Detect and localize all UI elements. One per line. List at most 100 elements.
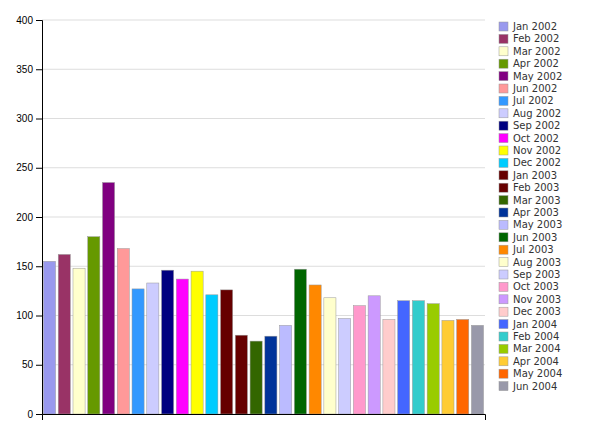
y-axis-line [36,21,43,415]
legend-label: Feb 2003 [513,182,559,193]
legend-swatch [499,332,508,341]
legend-item: Apr 2003 [499,207,559,218]
legend-swatch [499,208,508,217]
legend-item: Jun 2003 [499,232,557,243]
bar [73,268,85,414]
bar [324,298,336,414]
legend-item: Mar 2003 [499,195,561,206]
x-axis [43,415,486,421]
legend-swatch [499,158,508,167]
legend-item: Apr 2002 [499,58,559,69]
legend-swatch [499,47,508,56]
bar [412,301,424,414]
y-tick: 400 [16,15,42,26]
legend-label: Jul 2002 [512,95,554,106]
legend-swatch [499,196,508,205]
legend-swatch [499,96,508,105]
legend-label: Jan 2003 [512,170,557,181]
y-tick: 300 [16,113,42,124]
y-tick-label: 400 [16,15,33,26]
y-tick-mark [36,266,42,267]
legend-label: Mar 2003 [513,195,561,206]
legend-swatch [499,109,508,118]
grid-line [42,118,485,119]
legend-swatch [499,320,508,329]
legend-label: Aug 2002 [513,108,561,119]
y-tick: 200 [16,212,42,223]
bar [398,301,410,414]
chart: 050100150200250300350400Jan 2002Feb 2002… [0,0,600,434]
legend-swatch [499,369,508,378]
y-tick: 350 [16,64,42,75]
bar [427,304,439,414]
legend-swatch [499,134,508,143]
legend-swatch [499,146,508,155]
bar [58,254,70,414]
legend-label: Oct 2003 [513,281,559,292]
bars [43,183,483,414]
legend-label: Dec 2002 [513,157,561,168]
legend-item: Oct 2002 [499,133,559,144]
y-axis: 050100150200250300350400 [16,15,42,420]
y-tick: 100 [16,310,42,321]
legend-label: Apr 2003 [513,207,559,218]
legend-item: Mar 2004 [499,343,561,354]
legend-label: May 2003 [513,219,562,230]
legend-swatch [499,233,508,242]
bar [147,283,159,414]
legend-item: Aug 2002 [499,108,561,119]
legend-swatch [499,344,508,353]
y-tick-label: 100 [16,310,33,321]
bar [250,341,262,414]
y-tick-mark [36,414,42,415]
bar [176,279,188,414]
legend-item: May 2002 [499,71,562,82]
legend-swatch [499,382,508,391]
y-tick-label: 250 [16,162,33,173]
legend-swatch [499,22,508,31]
legend-item: Jun 2004 [499,381,557,392]
legend: Jan 2002Feb 2002Mar 2002Apr 2002May 2002… [499,21,562,392]
y-tick-label: 200 [16,212,33,223]
legend-item: Dec 2002 [499,157,561,168]
legend-label: Apr 2004 [513,356,559,367]
legend-swatch [499,258,508,267]
legend-label: Nov 2003 [513,294,561,305]
legend-label: Jun 2002 [512,83,557,94]
x-axis-line [43,415,486,421]
legend-item: Nov 2003 [499,294,561,305]
y-tick-label: 350 [16,64,33,75]
y-tick-mark [36,168,42,169]
y-tick-mark [36,316,42,317]
bar [471,325,483,414]
legend-item: Dec 2003 [499,306,561,317]
legend-item: Apr 2004 [499,356,559,367]
legend-label: Nov 2002 [513,145,561,156]
legend-label: Sep 2003 [513,269,560,280]
legend-label: Jun 2004 [512,381,557,392]
legend-item: Jun 2002 [499,83,557,94]
legend-item: Jan 2004 [499,319,557,330]
legend-swatch [499,59,508,68]
bar [368,296,380,414]
bar [457,319,469,414]
bar [294,269,306,414]
legend-label: Jun 2003 [512,232,557,243]
bar [383,319,395,414]
legend-item: Sep 2003 [499,269,560,280]
legend-swatch [499,270,508,279]
y-tick: 0 [27,409,42,420]
y-tick-label: 50 [22,359,34,370]
legend-label: Jul 2003 [512,244,554,255]
y-tick-mark [36,217,42,218]
legend-item: Aug 2003 [499,257,561,268]
legend-swatch [499,220,508,229]
legend-item: Jul 2002 [499,95,554,106]
grid-line [42,69,485,70]
legend-label: Jan 2002 [512,21,557,32]
bar [206,295,218,414]
legend-swatch [499,72,508,81]
legend-label: Jan 2004 [512,319,557,330]
bar [117,249,129,414]
bar [88,237,100,414]
